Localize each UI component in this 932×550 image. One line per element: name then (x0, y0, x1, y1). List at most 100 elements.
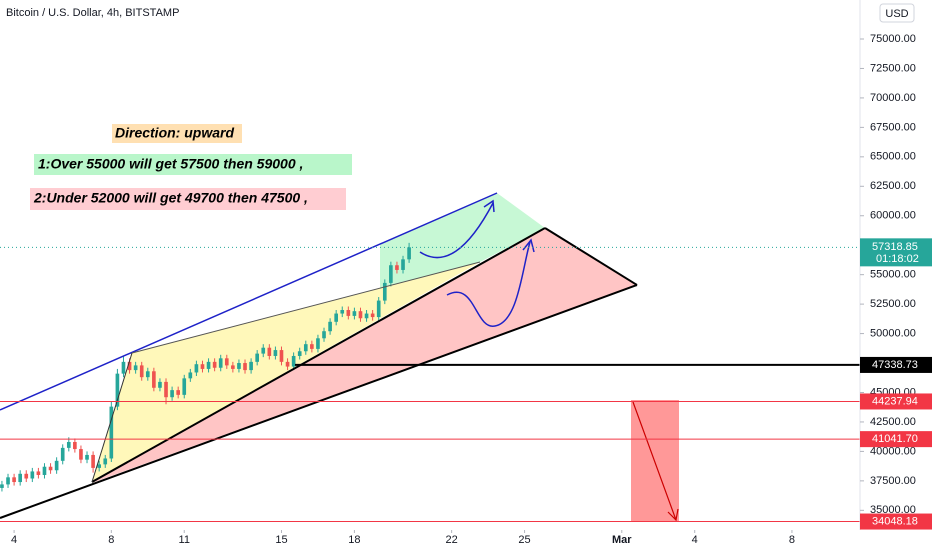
candle-body (224, 358, 229, 366)
price-label-box (860, 431, 932, 448)
price-label: 44237.94 (872, 395, 918, 407)
candle-body (255, 353, 259, 362)
candle-body (42, 466, 47, 475)
note-bg (112, 124, 242, 143)
x-tick-label: 18 (348, 534, 360, 546)
candle-body (231, 365, 235, 369)
price-label-box (860, 393, 932, 410)
annotation: Direction: upward (115, 125, 234, 141)
candle-body (267, 347, 272, 356)
price-label-box (860, 356, 932, 373)
wedge-edge (91, 352, 133, 483)
green-zone (380, 193, 545, 288)
candle-body (291, 355, 296, 367)
y-tick-label: 60000.00 (870, 210, 916, 222)
candle-body (97, 464, 101, 468)
time-axis (0, 530, 860, 550)
x-tick-label: 4 (692, 534, 698, 546)
candle-body (407, 247, 411, 260)
candle-body (121, 361, 126, 374)
axes: 35000.0037500.0040000.0042500.0045000.00… (11, 33, 932, 546)
trend-line (91, 227, 546, 483)
candle-body (24, 473, 29, 479)
y-tick-label: 55000.00 (870, 269, 916, 281)
candle-body (376, 300, 381, 318)
trend-lines (0, 192, 860, 523)
y-tick-label: 37500.00 (870, 475, 916, 487)
y-tick-label: 72500.00 (870, 62, 916, 74)
currency-button[interactable] (879, 3, 915, 23)
candle-body (340, 310, 345, 314)
channel-line (0, 192, 498, 411)
candle-body (48, 466, 53, 471)
currency[interactable]: USD (885, 8, 908, 20)
candle-body (352, 311, 357, 316)
candle-body (273, 350, 278, 356)
candle-body (176, 390, 180, 395)
y-tick-label: 50000.00 (870, 327, 916, 339)
candle-body (237, 363, 241, 369)
candle-body (79, 449, 83, 460)
candle-body (145, 371, 150, 378)
x-tick-label: 4 (11, 534, 17, 546)
candle-body (170, 390, 174, 398)
candle-body (206, 361, 211, 369)
annotation: 2:Under 52000 will get 49700 then 47500 … (33, 190, 308, 206)
up-arrow (419, 199, 495, 259)
target-box (631, 400, 679, 521)
candle-body (188, 372, 193, 379)
y-tick-label: 52500.00 (870, 298, 916, 310)
price-label: 47338.73 (872, 359, 918, 371)
y-tick-label: 40000.00 (870, 445, 916, 457)
swing-arrow (446, 238, 535, 327)
candle-body (212, 361, 217, 368)
candle-body (401, 259, 405, 270)
x-tick-label: Mar (612, 534, 632, 546)
candle-body (328, 321, 332, 332)
candle-body (66, 441, 71, 448)
candle-body (127, 361, 132, 371)
candle-body (261, 347, 266, 354)
candle-body (36, 471, 41, 475)
price-label: 34048.18 (872, 515, 918, 527)
last-price: 57318.85 (872, 241, 918, 253)
candle-body (0, 484, 4, 488)
candle-body (152, 371, 156, 388)
candle-body (91, 454, 95, 468)
y-tick-label: 42500.00 (870, 416, 916, 428)
down-arrow (632, 401, 679, 522)
candle-body (158, 381, 162, 388)
candle-body (54, 460, 59, 471)
candle-body (322, 331, 326, 339)
x-tick-label: 11 (179, 534, 190, 546)
candle-body (30, 471, 35, 479)
candle-body (60, 447, 65, 461)
candle-body (6, 477, 10, 485)
candle-body (346, 310, 351, 316)
price-label: 41041.70 (872, 433, 918, 445)
y-tick-label: 75000.00 (870, 33, 916, 45)
candle-body (18, 473, 22, 483)
note-bg (30, 188, 346, 210)
candle-body (218, 358, 223, 368)
candle-body (389, 265, 393, 283)
candle-body (285, 361, 290, 367)
x-tick-label: 8 (789, 534, 795, 546)
candles (0, 242, 411, 492)
candle-body (103, 458, 108, 465)
annotation: 1:Over 55000 will get 57500 then 59000 , (38, 156, 303, 172)
note-bg (34, 154, 352, 175)
candle-body (310, 344, 314, 349)
candle-body (316, 338, 320, 349)
y-tick-label: 65000.00 (870, 151, 916, 163)
candle-body (370, 313, 375, 318)
candle-body (297, 351, 302, 356)
candle-body (243, 363, 247, 371)
red-zone (92, 228, 637, 483)
candle-body (133, 365, 138, 371)
chart-title: Bitcoin / U.S. Dollar, 4h, BITSTAMP (6, 7, 179, 19)
price-label-box (860, 513, 932, 530)
notes: Direction: upward 1:Over 55000 will get … (30, 124, 352, 210)
candle-body (395, 265, 399, 270)
